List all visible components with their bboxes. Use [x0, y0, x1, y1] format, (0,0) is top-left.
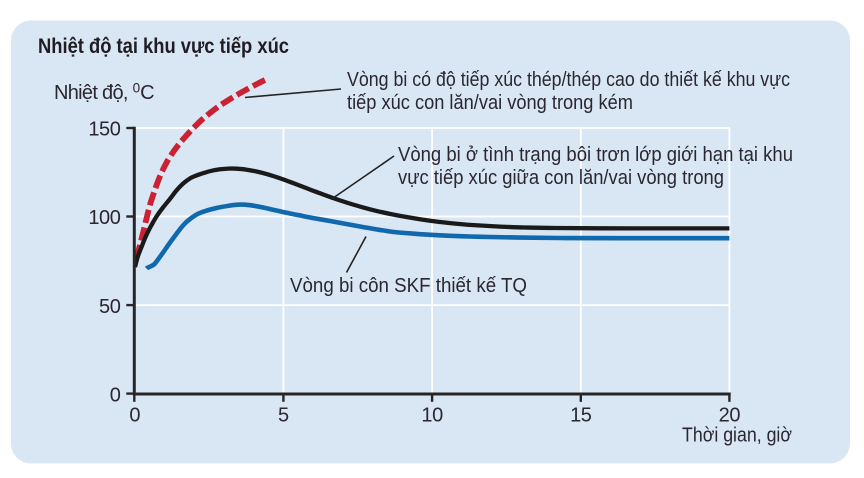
svg-text:20: 20	[719, 404, 741, 426]
svg-text:vực tiếp xúc giữa con lăn/vai: vực tiếp xúc giữa con lăn/vai vòng trong	[398, 167, 724, 189]
svg-text:Vòng bi có độ tiếp xúc thép/th: Vòng bi có độ tiếp xúc thép/thép cao do …	[347, 69, 790, 91]
svg-text:5: 5	[278, 404, 289, 426]
svg-text:Nhiệt độ tại khu vực tiếp xúc: Nhiệt độ tại khu vực tiếp xúc	[38, 35, 289, 58]
svg-text:tiếp xúc con lăn/vai vòng tron: tiếp xúc con lăn/vai vòng trong kém	[347, 92, 633, 114]
svg-text:Vòng bi côn SKF thiết kế TQ: Vòng bi côn SKF thiết kế TQ	[290, 275, 527, 297]
svg-text:50: 50	[99, 296, 121, 318]
svg-text:100: 100	[88, 207, 120, 229]
svg-text:15: 15	[570, 404, 592, 426]
svg-text:Thời gian, giờ: Thời gian, giờ	[682, 425, 792, 447]
svg-text:0: 0	[129, 404, 140, 426]
svg-text:Nhiệt độ, 0C: Nhiệt độ, 0C	[54, 81, 154, 105]
svg-text:10: 10	[421, 404, 443, 426]
svg-text:Vòng bi ở tình trạng bôi trơn: Vòng bi ở tình trạng bôi trơn lớp giới h…	[398, 144, 793, 166]
svg-text:0: 0	[110, 384, 121, 406]
svg-text:150: 150	[88, 119, 120, 141]
